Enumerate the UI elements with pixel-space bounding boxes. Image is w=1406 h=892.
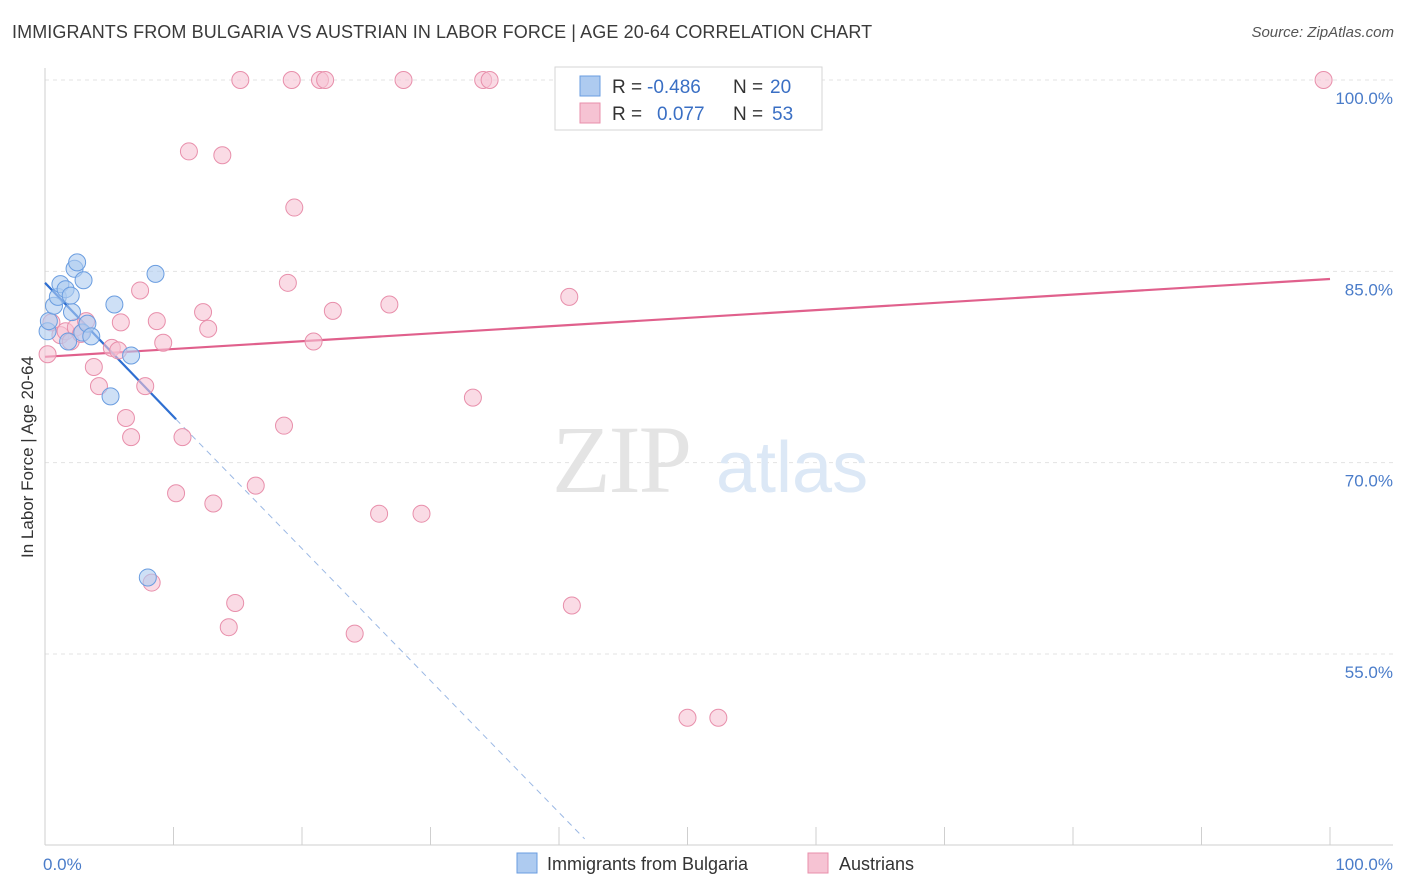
austrians-point-28 — [226, 593, 245, 612]
austrians-point-38 — [323, 301, 342, 320]
tick-labels: 55.0% 70.0% 85.0% 100.0% 0.0% 100.0% — [43, 89, 1393, 874]
legend-n-label-1: N = — [733, 77, 763, 98]
austrians-point-45 — [480, 71, 499, 89]
legend-r-label-1: R = — [612, 77, 642, 98]
austrians-point-43 — [412, 504, 431, 523]
chart-title: IMMIGRANTS FROM BULGARIA VS AUSTRIAN IN … — [12, 22, 873, 42]
bulgaria-point-16 — [122, 346, 141, 365]
austrians-point-16 — [136, 377, 155, 396]
austrians-point-46 — [463, 388, 482, 407]
bulgaria-point-15 — [105, 295, 124, 314]
bulgaria-point-13 — [82, 327, 101, 346]
austrians-point-9 — [89, 377, 108, 396]
axes — [44, 68, 1393, 846]
austrians-point-35 — [304, 332, 323, 351]
chart-source: Source: ZipAtlas.com — [1251, 24, 1394, 41]
austrians-point-41 — [380, 295, 399, 314]
austrians-point-39 — [345, 624, 364, 643]
series-austrians — [38, 71, 1333, 727]
legend-n-label-2: N = — [733, 104, 763, 125]
legend-n-value-2: 53 — [772, 104, 793, 125]
watermark: ZIP atlas — [552, 406, 868, 513]
austrians-point-48 — [562, 596, 581, 615]
austrians-point-52 — [1314, 71, 1333, 89]
trend-line-austrians — [44, 277, 1331, 358]
bottom-legend: Immigrants from Bulgaria Austrians — [516, 852, 914, 874]
austrians-point-30 — [246, 476, 265, 495]
trend-lines — [44, 277, 1331, 840]
austrians-point-20 — [167, 484, 186, 503]
bulgaria-point-19 — [61, 286, 80, 305]
austrians-point-0 — [38, 345, 57, 364]
series-bulgaria — [38, 253, 165, 587]
austrians-point-27 — [219, 618, 238, 637]
austrians-point-37 — [316, 71, 335, 89]
austrians-point-19 — [154, 333, 173, 352]
legend-swatch-bulgaria — [579, 75, 601, 97]
austrians-point-23 — [194, 303, 213, 322]
austrians-point-25 — [204, 494, 223, 513]
bulgaria-point-18 — [146, 264, 165, 283]
austrians-point-24 — [199, 319, 218, 338]
austrians-point-42 — [394, 71, 413, 89]
austrians-point-50 — [678, 708, 697, 727]
legend-r-value-2: 0.077 — [657, 104, 705, 125]
legend-swatch-austrians — [579, 102, 601, 124]
austrians-point-34 — [285, 198, 304, 217]
bulgaria-point-7 — [62, 303, 81, 322]
austrians-point-33 — [282, 71, 301, 89]
bottom-legend-swatch-austrians — [807, 852, 829, 874]
y-tick-label-3: 100.0% — [1335, 89, 1393, 108]
y-tick-label-0: 55.0% — [1345, 663, 1393, 682]
bottom-legend-swatch-bulgaria — [516, 852, 538, 874]
x-tick-label-1: 100.0% — [1335, 855, 1393, 874]
trend-line-bulgaria-extension — [175, 418, 586, 840]
bulgaria-point-14 — [101, 387, 120, 406]
austrians-point-31 — [275, 416, 294, 435]
legend-r-value-1: -0.486 — [647, 77, 701, 98]
bulgaria-point-6 — [59, 332, 78, 351]
y-axis-label: In Labor Force | Age 20-64 — [18, 356, 37, 558]
austrians-point-12 — [111, 313, 130, 332]
austrians-point-15 — [131, 281, 150, 300]
bottom-legend-label-austrians: Austrians — [839, 854, 914, 874]
austrians-point-13 — [116, 409, 135, 428]
bulgaria-point-1 — [39, 312, 58, 331]
austrians-point-22 — [179, 142, 198, 161]
y-tick-label-2: 85.0% — [1345, 280, 1393, 299]
watermark-atlas: atlas — [716, 428, 868, 508]
austrians-point-40 — [370, 504, 389, 523]
austrians-point-8 — [84, 358, 103, 376]
legend-box: R = -0.486 N = 20 R = 0.077 N = 53 — [554, 66, 823, 131]
bottom-legend-label-bulgaria: Immigrants from Bulgaria — [547, 854, 749, 874]
austrians-point-32 — [278, 273, 297, 292]
gridlines — [45, 79, 1393, 655]
austrians-point-29 — [231, 71, 250, 89]
austrians-point-51 — [709, 708, 728, 727]
austrians-point-14 — [122, 428, 141, 447]
bulgaria-point-17 — [138, 568, 157, 587]
bulgaria-point-9 — [68, 253, 87, 272]
y-tick-label-1: 70.0% — [1345, 472, 1393, 491]
legend-r-label-2: R = — [612, 104, 642, 125]
austrians-point-18 — [147, 312, 166, 331]
austrians-point-26 — [213, 146, 232, 165]
bulgaria-point-11 — [74, 271, 93, 290]
austrians-point-47 — [560, 287, 579, 306]
legend-n-value-1: 20 — [770, 77, 791, 98]
austrians-point-21 — [173, 428, 192, 447]
x-tick-label-0: 0.0% — [43, 855, 82, 874]
watermark-zip: ZIP — [552, 406, 690, 513]
